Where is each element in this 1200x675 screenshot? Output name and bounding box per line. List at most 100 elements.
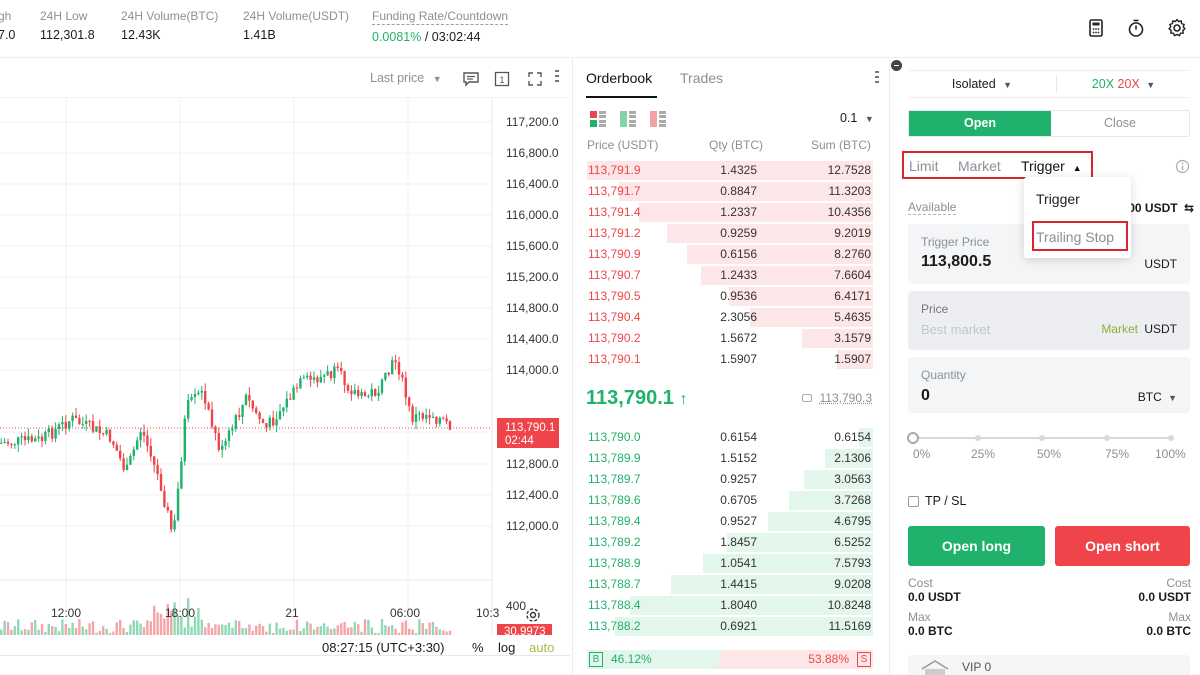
bid-depth-bar [768, 512, 873, 531]
candles [0, 354, 452, 533]
stat-24h-high: gh 7.0 [0, 9, 15, 42]
chart-settings-icon[interactable] [524, 606, 542, 624]
open-short-button[interactable]: Open short [1055, 526, 1190, 566]
order-type-market[interactable]: Market [958, 158, 1001, 174]
vip-level: VIP 0 [962, 660, 992, 674]
log-scale-toggle[interactable]: log [498, 640, 516, 655]
ask-row[interactable]: 113,790.9 0.6156 8.2760 [587, 244, 873, 265]
leverage-select[interactable]: 20X 20X ▼ [1057, 71, 1190, 97]
quantity-slider-thumb[interactable] [907, 432, 919, 444]
ask-row[interactable]: 113,790.2 1.5672 3.1579 [587, 328, 873, 349]
bid-row[interactable]: 113,788.9 1.0541 7.5793 [587, 553, 873, 574]
bid-row[interactable]: 113,788.4 1.8040 10.8248 [587, 595, 873, 616]
slider-tick[interactable] [1039, 435, 1045, 441]
ask-row[interactable]: 113,791.2 0.9259 9.2019 [587, 223, 873, 244]
dropdown-item-trigger[interactable]: Trigger [1036, 191, 1080, 207]
chevron-up-icon: ▲ [1072, 163, 1082, 173]
bid-row[interactable]: 113,790.0 0.6154 0.6154 [587, 427, 873, 448]
candle-body [255, 408, 258, 413]
margin-mode-select[interactable]: Isolated ▼ [908, 71, 1056, 97]
ask-row[interactable]: 113,791.7 0.8847 11.3203 [587, 181, 873, 202]
ask-row[interactable]: 113,791.9 1.4325 12.7528 [587, 160, 873, 181]
comment-icon[interactable] [462, 71, 480, 87]
candle-body [159, 474, 163, 491]
asks-only-view-icon[interactable] [649, 110, 667, 128]
tab-trades[interactable]: Trades [680, 70, 724, 86]
vip-card[interactable]: VIP 0 [908, 655, 1190, 675]
stat-funding-rate[interactable]: Funding Rate/Countdown 0.0081% / 03:02:4… [372, 9, 509, 44]
slider-tick[interactable] [1103, 435, 1110, 441]
candlestick-chart[interactable]: 117,200.0 116,800.0 116,400.0 116,000.0 115,… [0, 98, 570, 635]
bid-row[interactable]: 113,789.2 1.8457 6.5252 [587, 532, 873, 553]
fullscreen-icon[interactable] [527, 71, 543, 87]
chart-more-icon[interactable] [555, 70, 559, 86]
info-icon[interactable] [1175, 159, 1190, 174]
bid-row[interactable]: 113,789.9 1.5152 2.1306 [587, 448, 873, 469]
bid-row[interactable]: 113,789.6 0.6705 3.7268 [587, 490, 873, 511]
volume-bar [81, 626, 84, 635]
slider-pct-75[interactable]: 75% [1105, 447, 1130, 461]
ask-row[interactable]: 113,790.7 1.2433 7.6604 [587, 265, 873, 286]
volume-bar [425, 628, 428, 635]
mark-price[interactable]: 113,790.3 [802, 391, 872, 405]
transfer-icon[interactable]: ⇆ [1183, 201, 1194, 215]
collapse-panel-icon[interactable] [891, 60, 902, 71]
timer-icon[interactable] [1125, 17, 1147, 39]
order-type-limit[interactable]: Limit [909, 158, 939, 174]
bid-row[interactable]: 113,788.7 1.4415 9.0208 [587, 574, 873, 595]
slider-tick[interactable] [974, 435, 981, 441]
ask-row[interactable]: 113,790.4 2.3056 5.4635 [587, 307, 873, 328]
slider-pct-50[interactable]: 50% [1037, 447, 1062, 461]
tab-close[interactable]: Close [1104, 116, 1136, 130]
tab-orderbook[interactable]: Orderbook [586, 70, 653, 86]
funding-label[interactable]: Funding Rate/Countdown [372, 9, 509, 25]
price-market-tag[interactable]: Market [1101, 322, 1138, 336]
candle-body [146, 435, 149, 446]
bid-row[interactable]: 113,789.4 0.9527 4.6795 [587, 511, 873, 532]
candle-body [112, 441, 115, 445]
candle-body [180, 461, 183, 489]
last-trade-price[interactable]: 113,790.1 ↑ [586, 387, 687, 410]
stat-24h-low: 24H Low 112,301.8 [40, 9, 95, 42]
candle-body [316, 377, 319, 383]
ask-sum: 12.7528 [827, 163, 871, 177]
auto-scale-toggle[interactable]: auto [529, 640, 555, 655]
quantity-unit-select[interactable]: BTC ▼ [1138, 390, 1177, 404]
slider-pct-25[interactable]: 25% [971, 447, 996, 461]
single-chart-icon[interactable]: 1 [494, 71, 510, 87]
available-label[interactable]: Available [908, 200, 957, 215]
trigger-price-value[interactable]: 113,800.5 [921, 253, 992, 270]
percent-scale-toggle[interactable]: % [472, 640, 484, 655]
quantity-field[interactable]: Quantity 0 BTC ▼ [908, 357, 1190, 413]
bid-row[interactable]: 113,788.2 0.6921 11.5169 [587, 616, 873, 637]
slider-tick[interactable] [1168, 435, 1174, 441]
bid-row[interactable]: 113,789.7 0.9257 3.0563 [587, 469, 873, 490]
price-type-select[interactable]: Last price ▼ [370, 71, 442, 85]
candle-body [30, 436, 33, 442]
ask-row[interactable]: 113,791.4 1.2337 10.4356 [587, 202, 873, 223]
calculator-icon[interactable] [1085, 17, 1107, 39]
candle-body [71, 415, 74, 422]
volume-bar [27, 629, 30, 635]
both-sides-view-icon[interactable] [589, 110, 607, 128]
margin-leverage-bar: Isolated ▼ 20X 20X ▼ [908, 70, 1190, 98]
tpsl-checkbox[interactable] [908, 496, 919, 507]
dropdown-item-trailing-stop[interactable]: Trailing Stop [1032, 221, 1128, 251]
precision-select[interactable]: 0.1 ▼ [840, 111, 874, 125]
candle-body [142, 432, 146, 436]
gear-icon[interactable] [1166, 17, 1188, 39]
quantity-value[interactable]: 0 [921, 387, 930, 404]
tab-open[interactable]: Open [909, 111, 1051, 136]
available-value: 00 USDT [1128, 201, 1178, 215]
ask-row[interactable]: 113,790.1 1.5907 1.5907 [587, 349, 873, 370]
price-field[interactable]: Price Best market Market USDT [908, 291, 1190, 350]
tpsl-label[interactable]: TP / SL [925, 494, 967, 508]
slider-pct-0[interactable]: 0% [913, 447, 931, 461]
volume-bar [353, 621, 356, 635]
bids-only-view-icon[interactable] [619, 110, 637, 128]
ask-row[interactable]: 113,790.5 0.9536 6.4171 [587, 286, 873, 307]
slider-pct-100[interactable]: 100% [1155, 447, 1186, 461]
open-long-button[interactable]: Open long [908, 526, 1045, 566]
orderbook-more-icon[interactable] [875, 71, 879, 87]
order-type-trigger[interactable]: Trigger ▲ [1021, 158, 1082, 174]
